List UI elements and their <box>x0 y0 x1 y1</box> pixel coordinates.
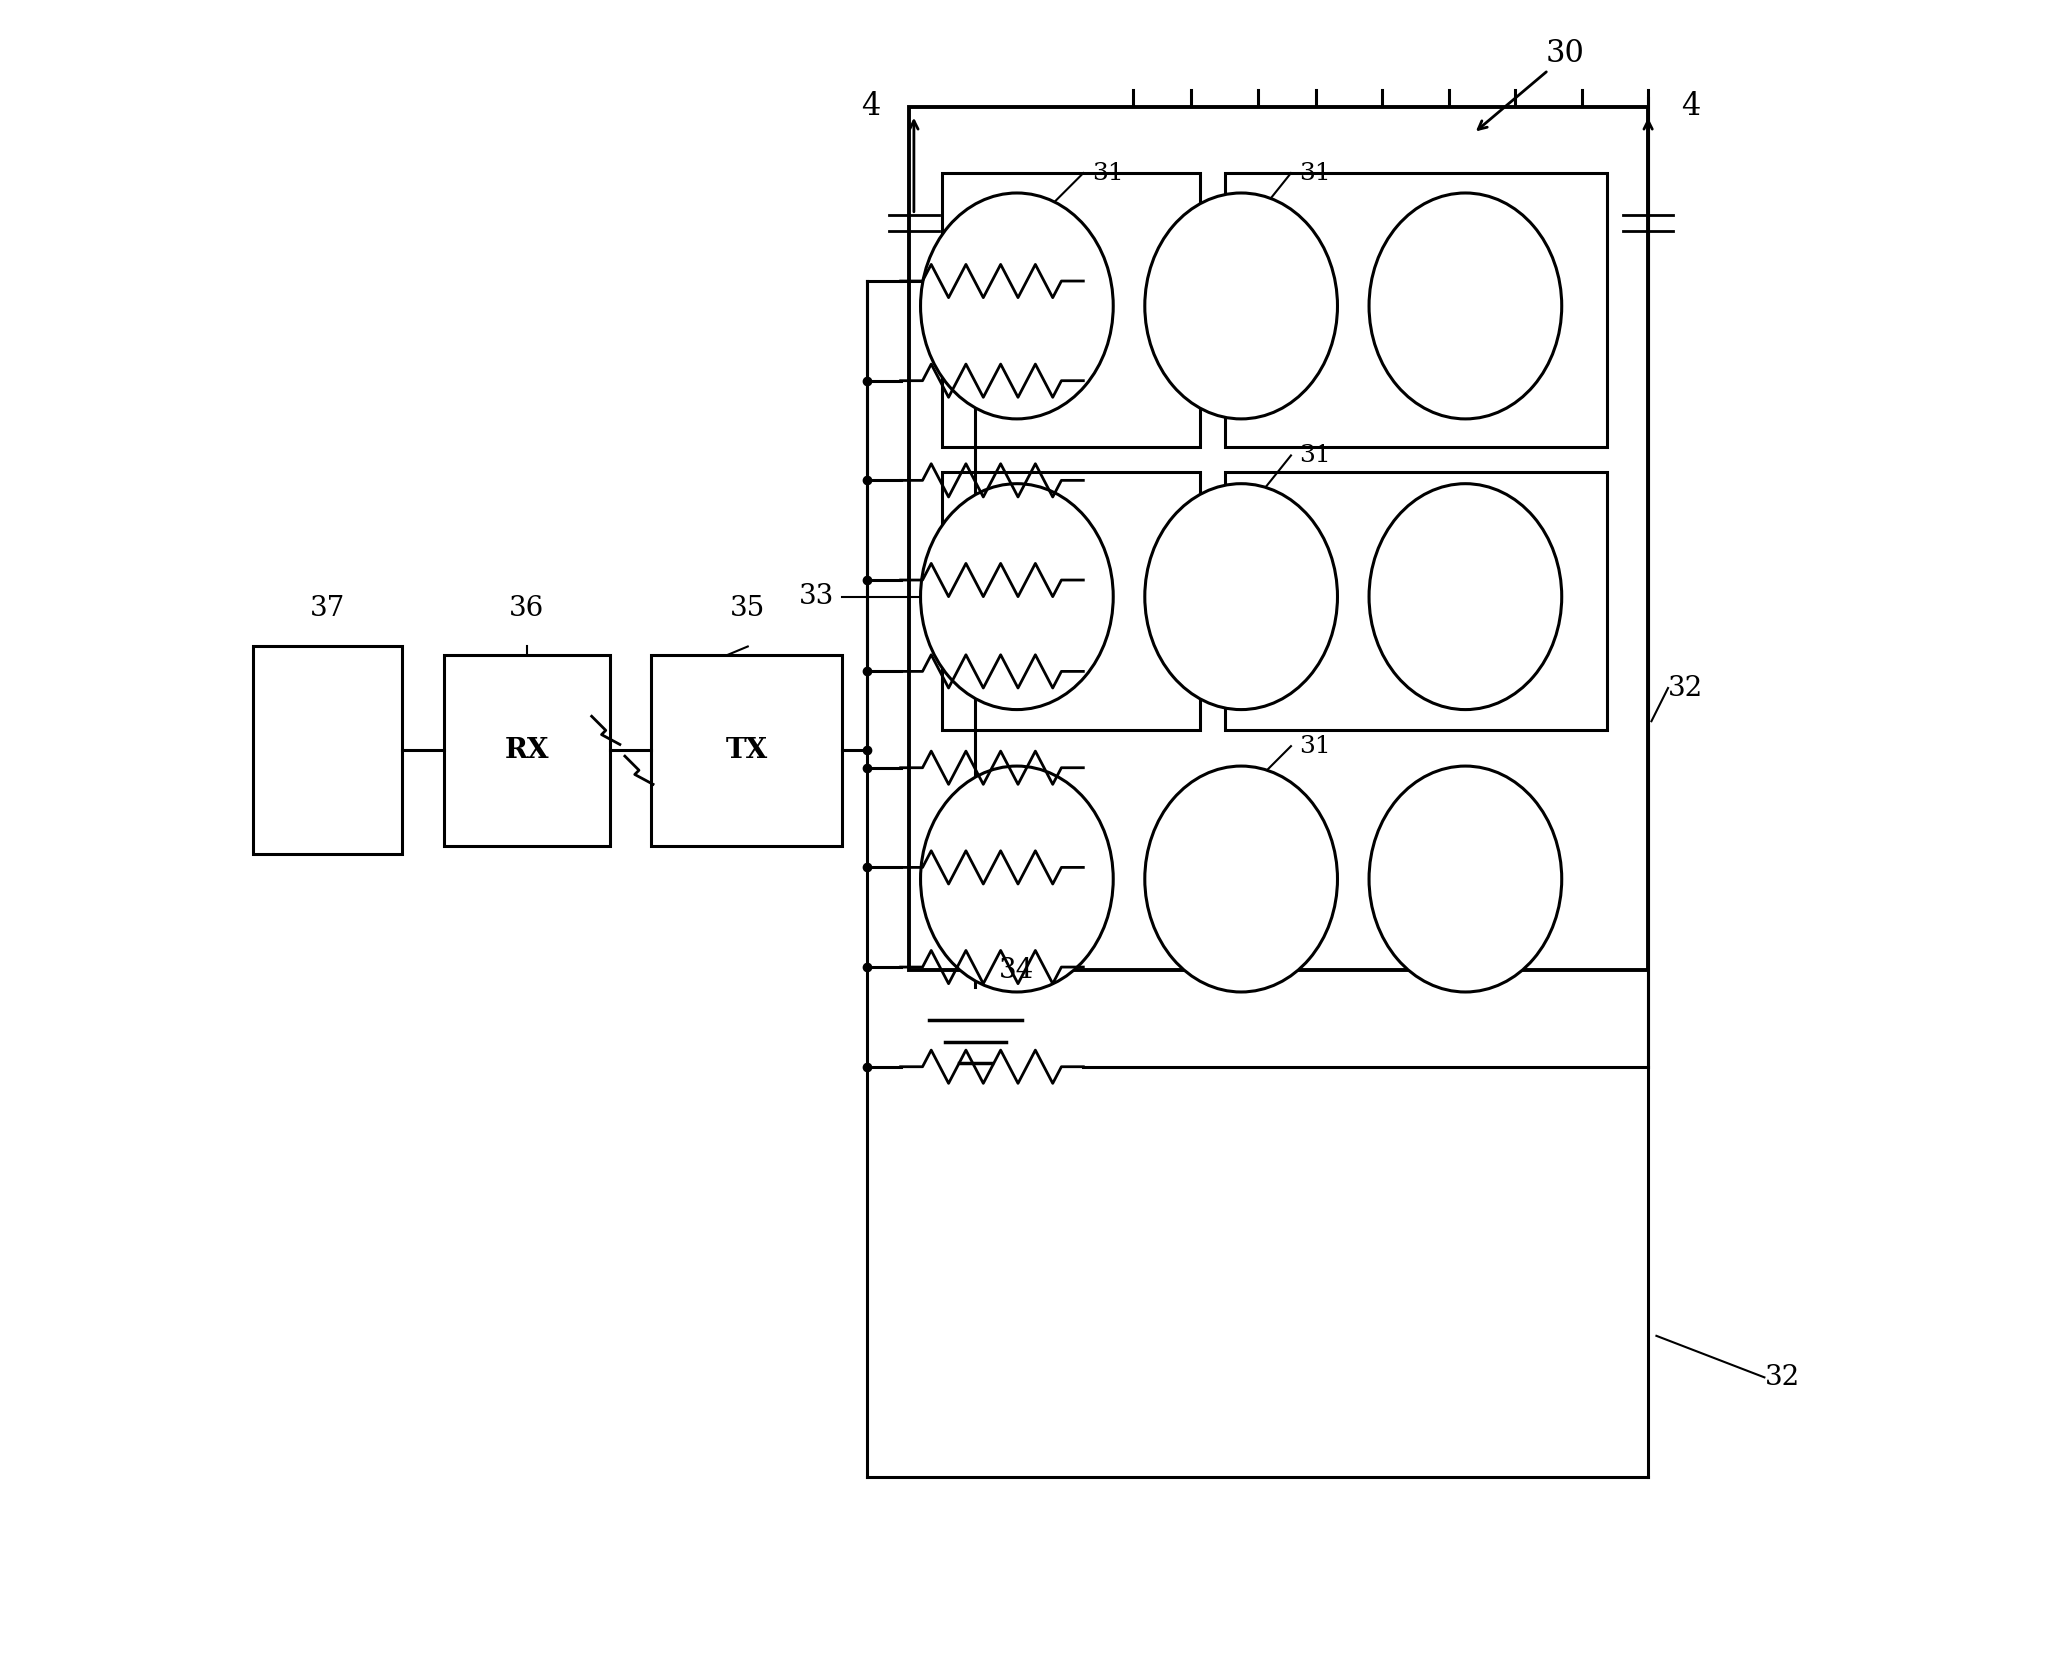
Bar <box>651 655 843 846</box>
Text: 36: 36 <box>508 595 544 621</box>
Ellipse shape <box>1145 484 1337 710</box>
Ellipse shape <box>1145 765 1337 992</box>
Bar <box>943 173 1199 447</box>
Text: 31: 31 <box>1091 161 1122 184</box>
Text: 30: 30 <box>1546 39 1585 69</box>
Bar <box>909 107 1647 970</box>
Bar <box>444 655 610 846</box>
Bar <box>943 472 1199 730</box>
Text: 4: 4 <box>862 90 881 122</box>
Text: 31: 31 <box>1300 161 1331 184</box>
Text: TX: TX <box>726 737 769 764</box>
Text: 32: 32 <box>1765 1363 1800 1390</box>
Text: 34: 34 <box>998 956 1034 983</box>
Bar <box>1224 472 1606 730</box>
Text: RX: RX <box>504 737 550 764</box>
Bar <box>252 647 403 854</box>
Ellipse shape <box>1368 484 1563 710</box>
Text: 33: 33 <box>800 583 835 610</box>
Text: 31: 31 <box>1300 735 1331 757</box>
Text: 4: 4 <box>1680 90 1701 122</box>
Ellipse shape <box>1368 765 1563 992</box>
Ellipse shape <box>920 193 1114 419</box>
Ellipse shape <box>1368 193 1563 419</box>
Ellipse shape <box>920 484 1114 710</box>
Text: 35: 35 <box>730 595 765 621</box>
Bar <box>1224 173 1606 447</box>
Text: 31: 31 <box>1300 444 1331 467</box>
Ellipse shape <box>1145 193 1337 419</box>
Ellipse shape <box>920 765 1114 992</box>
Text: 32: 32 <box>1668 675 1703 702</box>
Text: 37: 37 <box>310 595 345 621</box>
